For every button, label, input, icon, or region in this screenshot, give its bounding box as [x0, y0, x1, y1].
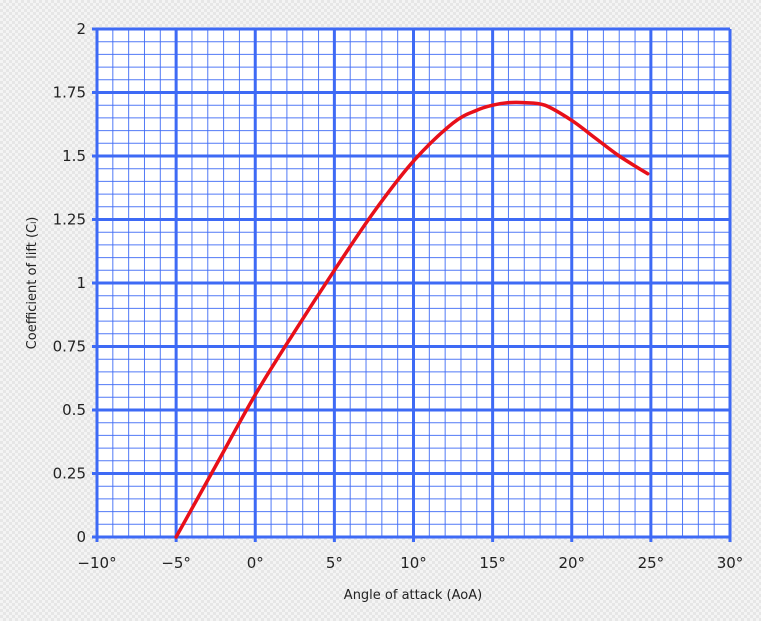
y-axis-label: Coefficient of lift (Cₗ) [25, 217, 40, 350]
x-tick-label: 10° [400, 554, 427, 572]
x-axis-label: Angle of attack (AoA) [344, 588, 482, 603]
y-tick-labels: 0 0.25 0.5 0.75 1 1.25 1.5 1.75 2 [53, 20, 86, 546]
y-tick-label: 2 [76, 20, 86, 38]
y-tick-label: 1 [76, 274, 86, 292]
y-tick-label: 1.5 [62, 147, 86, 165]
x-tick-label: −10° [77, 554, 116, 572]
y-tick-label: 1.75 [53, 84, 86, 102]
x-tick-label: 25° [638, 554, 665, 572]
x-tick-label: 0° [247, 554, 264, 572]
y-tick-label: 1.25 [53, 211, 86, 229]
y-tick-label: 0 [76, 528, 86, 546]
y-tick-label: 0.75 [53, 338, 86, 356]
series-layer [174, 100, 650, 539]
x-tick-label: 20° [558, 554, 585, 572]
major-grid [92, 27, 732, 542]
x-tick-label: 5° [326, 554, 343, 572]
y-tick-label: 0.5 [62, 401, 86, 419]
lift-curve-line [174, 100, 650, 539]
y-tick-label: 0.25 [53, 465, 86, 483]
x-tick-label: −5° [161, 554, 191, 572]
x-tick-labels: −10° −5° 0° 5° 10° 15° 20° 25° 30° [77, 554, 743, 572]
x-tick-label: 15° [479, 554, 506, 572]
x-tick-label: 30° [717, 554, 744, 572]
